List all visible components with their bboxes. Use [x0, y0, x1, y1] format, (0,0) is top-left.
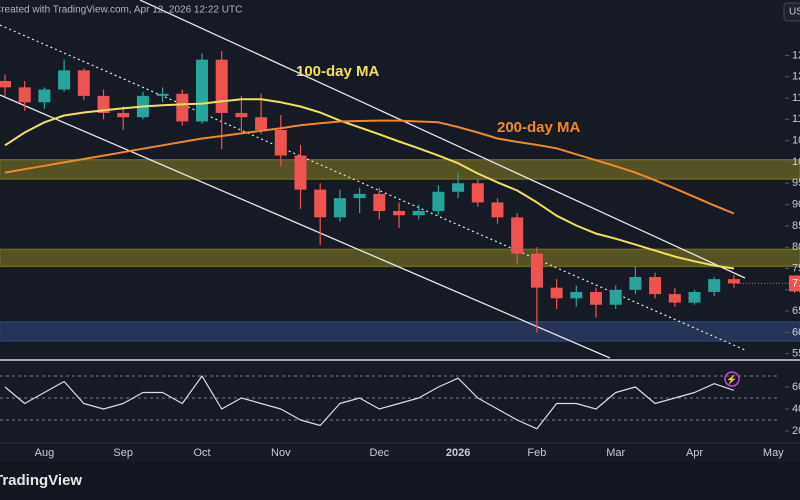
- candle-body: [176, 93, 189, 122]
- candle-body: [117, 112, 130, 118]
- brand: TradingView: [0, 472, 82, 489]
- x-tick-label: Sep: [113, 447, 133, 459]
- candle-body: [530, 253, 543, 288]
- zone: [0, 248, 800, 268]
- y-tick-label: 60: [792, 381, 800, 393]
- candle-body: [491, 202, 504, 218]
- candle-body: [393, 210, 405, 216]
- candle-body: [708, 279, 721, 292]
- candle-body: [77, 70, 90, 96]
- x-tick-label: Nov: [271, 447, 291, 459]
- y-tick-label: 90000: [792, 198, 800, 210]
- x-tick-label: May: [763, 447, 784, 459]
- x-tick-label: Dec: [370, 447, 390, 459]
- candle-body: [688, 291, 701, 303]
- y-tick-label: 120000: [792, 71, 800, 83]
- channel-mid: [0, 24, 746, 351]
- x-tick-label: Apr: [686, 447, 703, 459]
- candle-body: [550, 287, 563, 299]
- y-tick-label: 75000: [792, 262, 800, 274]
- candle-body: [432, 191, 445, 211]
- y-tick-label: 40: [792, 403, 800, 415]
- currency-label: USD: [789, 7, 800, 18]
- candle-body: [590, 291, 602, 305]
- candle-body: [649, 277, 662, 295]
- y-tick-label: 110000: [792, 113, 800, 125]
- candle-body: [97, 95, 110, 113]
- channel-lower: [0, 94, 611, 359]
- alert-icon[interactable]: [724, 371, 740, 387]
- candle-body: [314, 189, 327, 218]
- candle-body: [452, 183, 465, 192]
- y-tick-label: 125000: [792, 49, 800, 61]
- moving-average: [4, 119, 735, 215]
- y-tick-label: 115000: [792, 92, 800, 104]
- candle-body: [373, 193, 386, 211]
- rsi-line: [4, 375, 735, 430]
- candle-body: [353, 193, 366, 199]
- zone: [0, 159, 800, 180]
- x-tick-label: Aug: [35, 447, 55, 459]
- candle-body: [294, 155, 307, 190]
- footer: [0, 462, 800, 500]
- candle-body: [156, 93, 169, 96]
- last-price-tag: [789, 275, 800, 292]
- candle-body: [215, 59, 228, 113]
- candle-body: [727, 279, 740, 284]
- y-tick-label: 60000: [792, 326, 800, 338]
- y-tick-label: 20: [792, 425, 800, 437]
- y-tick-label: 85000: [792, 220, 800, 232]
- series-label: 100-day MA: [296, 63, 380, 80]
- y-tick-label: 65000: [792, 305, 800, 317]
- series-label: 200-day MA: [497, 119, 581, 136]
- x-tick-label: 2026: [446, 447, 470, 459]
- candle-body: [609, 289, 622, 305]
- candle-body: [18, 87, 31, 103]
- candle-body: [235, 112, 248, 118]
- y-tick-label: 80000: [792, 241, 800, 253]
- alert-icon-glyph: ⚡: [726, 373, 737, 385]
- channel-upper: [139, 0, 746, 279]
- candle-body: [274, 129, 287, 156]
- y-tick-label: 95000: [792, 177, 800, 189]
- y-tick-label: 100000: [792, 156, 800, 168]
- candle-body: [255, 117, 268, 130]
- x-tick-label: Feb: [527, 447, 546, 459]
- last-price-label: 71500: [792, 277, 800, 289]
- y-tick-label: 55000: [792, 348, 800, 360]
- header-text: Created with TradingView.com, Apr 12, 20…: [0, 5, 242, 16]
- candle-body: [668, 294, 681, 303]
- candle-body: [570, 291, 583, 299]
- candle-body: [629, 277, 642, 290]
- candle-body: [471, 183, 484, 203]
- zone: [0, 321, 800, 342]
- candle-body: [58, 70, 71, 90]
- x-tick-label: Oct: [193, 447, 210, 459]
- candle-body: [0, 80, 11, 88]
- candle-body: [196, 59, 208, 122]
- y-tick-label: 105000: [792, 135, 800, 147]
- candle-body: [412, 210, 425, 216]
- candle-body: [511, 217, 524, 254]
- candle-body: [333, 198, 346, 218]
- candle-body: [38, 89, 51, 103]
- x-tick-label: Mar: [606, 447, 625, 459]
- moving-average: [4, 98, 735, 270]
- currency-button[interactable]: [783, 2, 800, 22]
